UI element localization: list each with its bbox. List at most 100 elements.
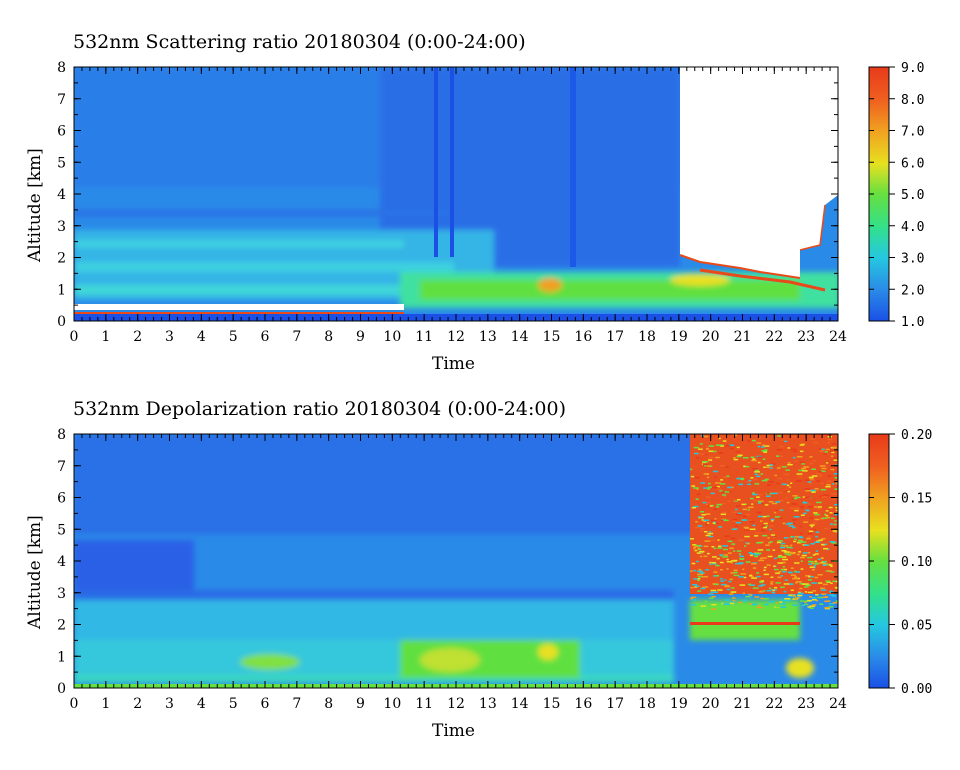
noise-speckle: [776, 491, 783, 494]
noise-speckle: [766, 549, 771, 551]
noise-speckle: [736, 513, 742, 516]
noise-speckle: [824, 607, 830, 610]
noise-speckle: [781, 556, 787, 558]
noise-speckle: [766, 495, 771, 497]
noise-speckle: [726, 558, 729, 561]
noise-speckle: [777, 435, 782, 437]
noise-speckle: [785, 469, 790, 471]
noise-speckle: [711, 519, 718, 522]
noise-speckle: [731, 528, 738, 530]
noise-speckle: [822, 564, 827, 567]
noise-speckle: [794, 536, 800, 538]
noise-speckle: [736, 505, 741, 507]
noise-speckle: [818, 582, 823, 584]
noise-speckle: [787, 554, 792, 556]
noise-speckle: [812, 554, 816, 556]
noise-speckle: [780, 455, 784, 458]
noise-speckle: [795, 582, 798, 584]
noise-speckle: [770, 534, 776, 536]
noise-speckle: [694, 476, 700, 479]
noise-speckle: [763, 573, 770, 576]
x-tick-label: 17: [606, 329, 624, 345]
noise-speckle: [778, 554, 782, 557]
noise-speckle: [835, 482, 838, 485]
noise-speckle: [822, 494, 829, 497]
noise-speckle: [834, 488, 838, 490]
y-tick-label: 5: [57, 522, 66, 538]
y-tick-label: 3: [57, 586, 66, 602]
noise-speckle: [780, 575, 783, 577]
noise-speckle: [809, 596, 813, 598]
colorbar-tick-label: 4.0: [901, 220, 924, 235]
x-tick-label: 9: [356, 329, 365, 345]
noise-speckle: [794, 509, 799, 512]
noise-speckle: [720, 578, 723, 580]
noise-speckle: [707, 532, 714, 535]
noise-speckle: [722, 476, 728, 479]
y-tick-label: 2: [57, 251, 66, 267]
noise-speckle: [807, 535, 812, 538]
noise-speckle: [769, 464, 773, 466]
noise-speckle: [804, 479, 810, 481]
noise-speckle: [696, 544, 701, 547]
noise-speckle: [757, 437, 762, 439]
noise-speckle: [835, 580, 838, 583]
colorbar-tick-label: 1.0: [901, 315, 924, 330]
noise-speckle: [696, 552, 702, 554]
noise-speckle: [834, 513, 838, 516]
noise-speckle: [804, 496, 811, 499]
x-tick-label: 4: [197, 696, 206, 712]
noise-speckle: [756, 475, 761, 478]
noise-speckle: [697, 570, 703, 573]
noise-speckle: [747, 440, 751, 442]
noise-speckle: [832, 483, 835, 485]
noise-speckle: [784, 598, 790, 600]
noise-speckle: [747, 483, 752, 485]
noise-speckle: [803, 586, 809, 588]
noise-speckle: [776, 541, 782, 544]
noise-speckle: [728, 444, 735, 447]
colorbar-tick-label: 5.0: [901, 188, 924, 203]
noise-speckle: [737, 603, 744, 605]
noise-speckle: [819, 495, 824, 498]
noise-speckle: [836, 587, 838, 589]
noise-speckle: [700, 605, 707, 607]
x-tick-label: 15: [543, 329, 561, 345]
noise-speckle: [701, 519, 704, 521]
noise-speckle: [792, 604, 798, 606]
noise-speckle: [797, 594, 800, 597]
noise-speckle: [809, 605, 816, 607]
noise-speckle: [770, 581, 774, 583]
noise-speckle: [809, 607, 814, 609]
noise-speckle: [707, 522, 710, 524]
noise-speckle: [785, 490, 789, 493]
noise-speckle: [833, 457, 838, 459]
noise-speckle: [743, 465, 750, 468]
noise-speckle: [700, 587, 706, 590]
noise-speckle: [765, 466, 770, 469]
heatmap-area: [73, 433, 839, 689]
noise-speckle: [717, 589, 723, 591]
noise-speckle: [697, 577, 701, 580]
noise-speckle: [814, 563, 820, 565]
noise-speckle: [811, 569, 815, 571]
noise-speckle: [802, 552, 808, 554]
noise-speckle: [715, 591, 719, 593]
noise-speckle: [712, 556, 717, 558]
x-tick-label: 24: [829, 329, 847, 345]
noise-speckle: [809, 517, 814, 519]
noise-speckle: [817, 574, 823, 576]
noise-speckle: [705, 523, 709, 526]
noise-speckle: [792, 577, 799, 580]
x-tick-label: 8: [324, 696, 333, 712]
noise-speckle: [823, 561, 826, 563]
noise-speckle: [827, 475, 832, 477]
noise-speckle: [733, 574, 740, 577]
noise-speckle: [717, 547, 723, 549]
x-tick-label: 19: [670, 329, 688, 345]
noise-speckle: [695, 521, 698, 523]
noise-speckle: [744, 503, 747, 506]
noise-speckle: [755, 469, 759, 472]
noise-speckle: [761, 450, 768, 452]
noise-speckle: [779, 546, 786, 549]
